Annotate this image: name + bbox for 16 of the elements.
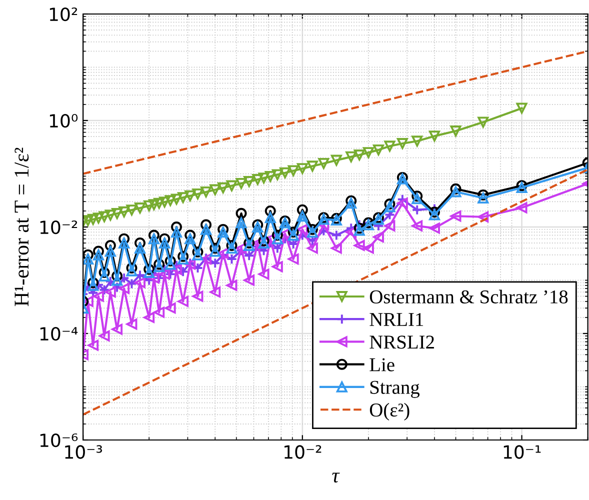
legend-label: Strang	[370, 380, 420, 398]
x-axis-title: τ	[332, 472, 340, 483]
x-tick-label: 10⁻¹	[504, 445, 541, 459]
y-tick-label: 10⁻⁴	[40, 326, 78, 341]
legend-label: O(ε²)	[370, 402, 410, 421]
y-axis-title: H¹-error at T = 1/ε²	[14, 148, 29, 306]
legend-label: Lie	[370, 358, 394, 372]
x-tick-label: 10⁻³	[65, 445, 102, 459]
legend-label: NRSLI2	[370, 336, 434, 349]
y-tick-label: 10⁻⁶	[40, 433, 78, 448]
legend-label: Ostermann & Schratz ’18	[370, 290, 568, 304]
legend-label: NRLI1	[370, 313, 424, 326]
y-tick-label: 10⁰	[50, 114, 78, 128]
y-tick-label: 10²	[50, 7, 78, 22]
y-tick-label: 10⁻²	[40, 220, 78, 234]
x-tick-label: 10⁻²	[284, 445, 322, 459]
